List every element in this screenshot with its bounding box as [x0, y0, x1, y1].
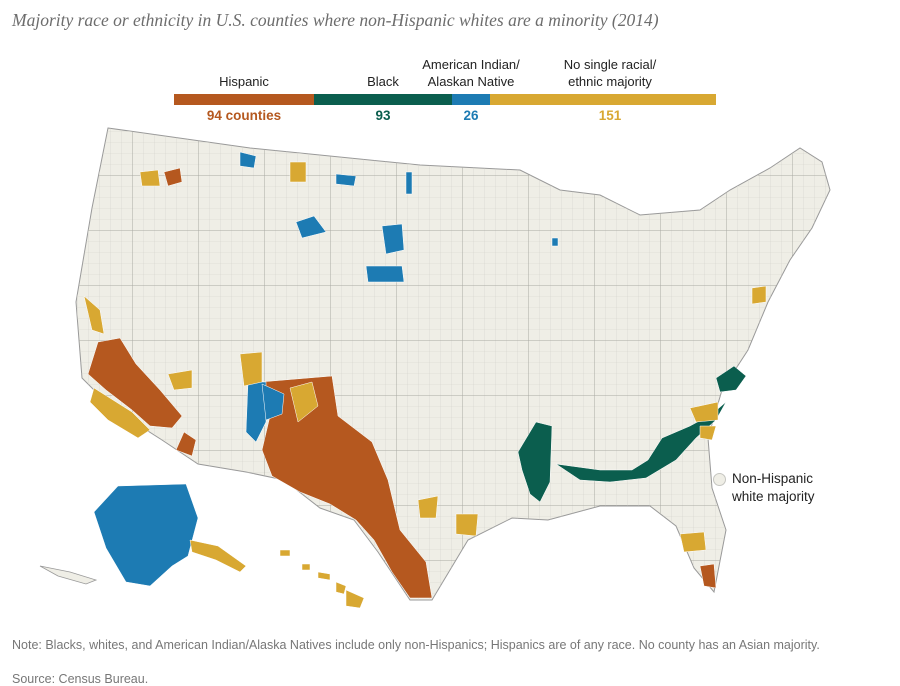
footnote: Note: Blacks, whites, and American India…	[12, 638, 820, 652]
legend-label-american-indian: American Indian/Alaskan Native	[422, 57, 520, 89]
non-hispanic-white-label: Non-Hispanic white majority	[732, 471, 815, 504]
alaska	[39, 483, 247, 587]
legend-bar-black	[314, 94, 452, 105]
american-indian-majority-counties	[239, 151, 559, 443]
legend-bar-hispanic	[174, 94, 314, 105]
category-legend: Hispanic Black American Indian/Alaskan N…	[174, 52, 716, 132]
map-title: Majority race or ethnicity in U.S. count…	[12, 10, 659, 30]
legend-count-no-majority: 151	[598, 108, 622, 123]
hispanic-majority-counties	[87, 167, 717, 599]
legend-label-no-majority: No single racial/ethnic majority	[563, 57, 657, 89]
legend-label-hispanic: Hispanic	[219, 74, 269, 89]
legend-count-black: 93	[375, 108, 391, 123]
legend-bar-american-indian	[452, 94, 490, 105]
us-county-map	[39, 127, 831, 609]
legend-count-hispanic: 94 counties	[206, 108, 282, 123]
black-majority-counties	[517, 365, 747, 503]
legend-count-american-indian: 26	[463, 108, 479, 123]
hawaii	[279, 549, 365, 609]
source-line: Source: Census Bureau.	[12, 672, 149, 686]
non-hispanic-white-swatch	[713, 473, 726, 486]
legend-bar-no-majority	[490, 94, 716, 105]
non-hispanic-white-legend: Non-Hispanic white majority	[713, 470, 842, 506]
legend-label-black: Black	[367, 74, 399, 89]
no-majority-counties	[83, 161, 767, 553]
